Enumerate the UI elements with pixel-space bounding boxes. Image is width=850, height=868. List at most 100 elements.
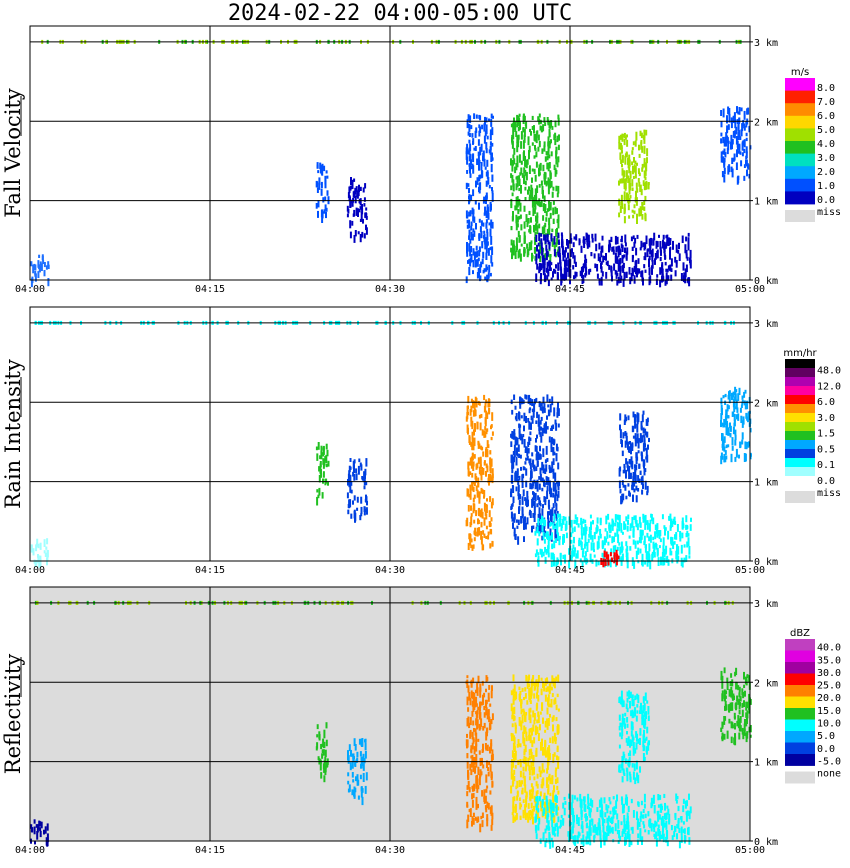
echo-cell: [723, 667, 726, 674]
echo-cell: [347, 750, 349, 757]
plot-frame: [29, 586, 751, 842]
echo-cell: [36, 831, 39, 840]
echo-cell: [552, 724, 554, 732]
echo-cell: [360, 756, 363, 761]
echo-cell: [574, 835, 577, 842]
echo-cell: [552, 792, 555, 801]
echo-cell: [359, 774, 362, 780]
echo-cell: [30, 824, 33, 829]
echo-cell: [749, 427, 752, 433]
echo-cell: [728, 394, 731, 404]
echo-cell: [743, 400, 746, 406]
echo-cell: [532, 525, 535, 529]
echo-cell: [531, 417, 534, 424]
echo-cell: [560, 523, 563, 529]
echo-cell: [528, 150, 530, 160]
echo-cell: [605, 551, 608, 560]
echo-cell: [474, 260, 477, 268]
echo-cell: [640, 421, 643, 430]
echo-cell: [733, 712, 736, 719]
echo-cell: [731, 142, 733, 150]
echo-cell: [485, 675, 488, 683]
echo-cell: [720, 132, 723, 137]
echo-cell: [739, 151, 742, 155]
echo-cell: [616, 514, 619, 520]
echo-cell: [644, 468, 647, 472]
echo-cell: [678, 242, 680, 250]
echo-cell: [734, 396, 737, 402]
echo-cell: [512, 179, 515, 188]
echo-cell: [363, 477, 366, 483]
echo-cell: [491, 127, 494, 136]
echo-cell: [320, 451, 323, 460]
echo-cell: [551, 461, 554, 469]
echo-cell: [723, 733, 726, 740]
echo-cell: [538, 167, 540, 177]
echo-cell: [720, 455, 723, 465]
echo-cell: [480, 170, 483, 179]
echo-cell: [559, 515, 562, 520]
echo-cell: [631, 701, 634, 707]
echo-cell: [737, 150, 740, 154]
echo-cell: [582, 548, 585, 554]
echo-cell: [583, 527, 585, 536]
x-tick-label: 05:00: [735, 565, 765, 576]
echo-cell: [490, 163, 493, 173]
echo-cell: [678, 253, 681, 261]
echo-cell: [528, 694, 531, 701]
echo-cell: [533, 168, 536, 174]
echo-cell: [625, 495, 628, 500]
echo-cell: [610, 557, 613, 562]
echo-cell: [608, 246, 610, 252]
echo-cell: [555, 453, 558, 462]
echo-cell: [364, 472, 366, 479]
echo-cell: [563, 807, 566, 816]
echo-cell: [473, 113, 476, 119]
echo-cell: [534, 553, 537, 558]
echo-cell: [685, 524, 688, 530]
echo-cell: [485, 399, 488, 404]
echo-cell: [669, 238, 672, 245]
echo-cell: [736, 149, 738, 158]
echo-cell: [475, 796, 478, 805]
echo-cell: [618, 726, 621, 731]
echo-cell: [320, 473, 323, 478]
echo-cell: [573, 795, 576, 800]
echo-cell: [525, 171, 528, 181]
echo-cell: [626, 731, 628, 735]
echo-cell: [534, 206, 537, 210]
echo-cell: [630, 710, 633, 717]
echo-cell: [360, 211, 363, 221]
echo-cell: [538, 483, 541, 490]
echo-cell: [720, 727, 723, 732]
echo-cell: [735, 126, 738, 135]
echo-cell: [487, 212, 490, 220]
echo-cell: [489, 475, 492, 482]
echo-cell: [588, 833, 591, 842]
echo-cell: [533, 403, 536, 412]
echo-cell: [643, 465, 645, 469]
echo-cell: [511, 461, 514, 469]
echo-cell: [568, 548, 571, 555]
echo-cell: [625, 738, 628, 743]
echo-cell: [620, 495, 623, 505]
echo-cell: [516, 155, 519, 163]
echo-cell: [468, 229, 471, 238]
chart-title: 2024-02-22 04:00-05:00 UTC: [227, 1, 573, 26]
echo-cell: [481, 467, 484, 474]
echo-cell: [573, 526, 576, 532]
echo-cell: [630, 443, 632, 449]
echo-cell: [316, 742, 319, 749]
echo-cell: [667, 808, 670, 815]
echo-cell: [676, 796, 679, 800]
echo-cell: [530, 242, 533, 251]
echo-cell: [730, 166, 733, 173]
echo-cell: [623, 718, 626, 725]
echo-cell: [612, 246, 615, 252]
echo-cell: [552, 201, 555, 205]
echo-cell: [613, 263, 616, 271]
echo-cell: [616, 794, 618, 802]
y-tick-label: 1 km: [754, 197, 778, 208]
echo-cell: [466, 760, 469, 769]
echo-cell: [512, 674, 515, 682]
